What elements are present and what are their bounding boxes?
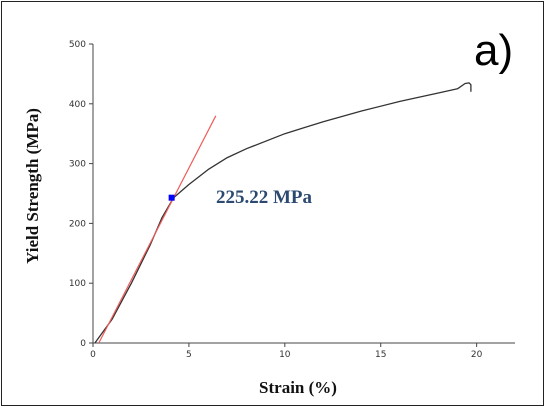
x-tick-label: 10	[279, 350, 291, 360]
x-ticks: 0 5 10 15 20	[90, 343, 483, 360]
stress-strain-curve	[94, 82, 472, 344]
y-tick-label: 300	[69, 160, 86, 170]
axes	[92, 44, 515, 344]
x-axis-title: Strain (%)	[259, 378, 337, 397]
series-layer	[94, 82, 472, 344]
yield-point-annotation: 225.22 MPa	[216, 187, 313, 208]
yield-point-marker	[168, 194, 175, 201]
x-tick-label: 15	[375, 350, 386, 360]
elastic-fit-line	[98, 115, 217, 344]
x-tick-label: 20	[471, 350, 483, 360]
x-tick-label: 0	[90, 350, 96, 360]
y-tick-label: 400	[69, 100, 86, 110]
y-tick-label: 100	[69, 279, 86, 289]
point-layer	[168, 194, 175, 201]
y-ticks: 0 100 200 300 400 500	[69, 40, 93, 349]
panel-label: a)	[474, 26, 513, 75]
y-tick-label: 0	[80, 339, 86, 349]
y-axis-title: Yield Strength (MPa)	[23, 108, 42, 264]
y-tick-label: 500	[69, 40, 86, 50]
x-tick-label: 5	[186, 350, 192, 360]
y-tick-label: 200	[69, 219, 86, 229]
